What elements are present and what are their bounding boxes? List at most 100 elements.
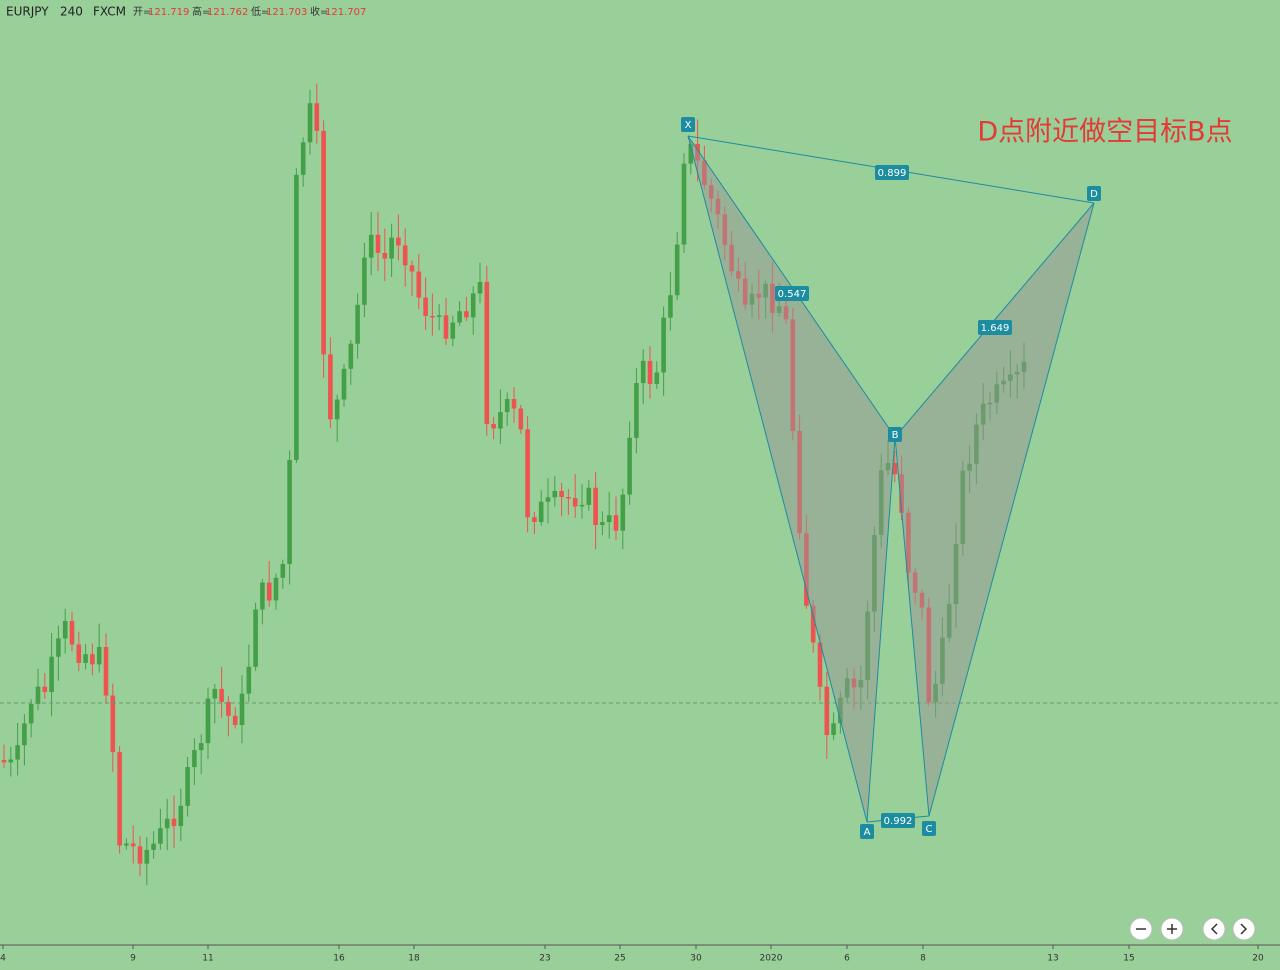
ohlc-value: 121.719: [148, 7, 189, 18]
candle-body: [532, 517, 537, 523]
candle-body: [538, 501, 544, 523]
candle-body: [22, 723, 27, 746]
candle-body: [15, 745, 20, 760]
candle-body: [572, 498, 578, 507]
candle-body: [151, 843, 156, 850]
point-box: [1087, 186, 1101, 201]
ohlc-value: 121.762: [207, 7, 248, 18]
candle-body: [171, 818, 177, 827]
candle-body: [164, 818, 170, 829]
ratio-box: [875, 165, 909, 180]
exchange: FXCM: [93, 5, 126, 19]
candle-body: [328, 354, 333, 420]
point-label: D: [1090, 189, 1098, 200]
candle-body: [477, 281, 483, 294]
candle-body: [409, 265, 415, 272]
candle-body: [69, 620, 75, 645]
candle-body: [552, 490, 558, 498]
candle-body: [654, 372, 660, 384]
candle-body: [348, 343, 354, 369]
candle-body: [600, 522, 605, 525]
candle-body: [110, 695, 116, 753]
candle-body: [212, 688, 218, 699]
bcd-triangle: [894, 202, 1095, 817]
candle-body: [294, 174, 299, 460]
x-tick-label: 16: [333, 954, 345, 964]
candle-body: [300, 142, 306, 175]
candle-body: [362, 257, 367, 305]
candle-body: [185, 767, 190, 806]
ratio-label: 1.649: [981, 323, 1010, 334]
candle-body: [464, 311, 469, 318]
point-label: X: [685, 120, 692, 131]
candle-body: [831, 723, 836, 735]
candle-body: [484, 281, 490, 425]
point-label: A: [864, 827, 871, 838]
candle-body: [90, 654, 95, 665]
xab-triangle: [687, 135, 896, 823]
candle-body: [260, 582, 265, 610]
ratio-label: 0.547: [778, 289, 807, 300]
x-tick-label: 15: [1123, 954, 1134, 964]
candle-body: [613, 515, 619, 531]
x-axis: 4 9 11 16 18 23 25 30 2020 6 8 13 15 20: [0, 945, 1264, 964]
x-tick-label: 6: [844, 954, 850, 964]
candle-body: [566, 497, 571, 499]
ratio-box: [775, 286, 809, 301]
candle-body: [35, 686, 41, 704]
ratio-label: 0.899: [878, 168, 907, 179]
candle-body: [688, 143, 694, 164]
candle-body: [49, 656, 54, 692]
candle-body: [450, 322, 456, 339]
x-tick-label: 20: [1252, 954, 1264, 964]
ratio-box: [978, 320, 1012, 335]
candle-body: [511, 399, 517, 409]
candle-body: [892, 462, 898, 475]
candle-body: [436, 315, 442, 317]
x-tick-label: 2020: [760, 954, 783, 964]
candle-body: [504, 399, 510, 413]
scroll-right-button[interactable]: [1232, 917, 1256, 941]
candle-body: [355, 304, 360, 344]
candle-body: [668, 295, 673, 318]
candle-body: [491, 424, 496, 429]
candle-body: [586, 487, 592, 505]
candle-body: [28, 703, 34, 724]
candle-body: [606, 515, 612, 523]
zoom-out-button[interactable]: [1129, 917, 1153, 941]
candle-body: [681, 163, 687, 245]
ohlc-label: 开=: [133, 7, 151, 18]
candle-body: [205, 698, 211, 744]
candle-body: [239, 693, 245, 725]
candle-body: [321, 130, 326, 355]
zoom-in-button[interactable]: [1160, 917, 1184, 941]
candle-body: [375, 234, 381, 253]
candle-body: [341, 368, 347, 400]
x-tick-label: 18: [408, 954, 420, 964]
candle-body: [810, 605, 816, 643]
x-tick-label: 13: [1047, 954, 1058, 964]
point-box: [681, 117, 695, 132]
candle-body: [382, 252, 388, 259]
ratio-label: 0.992: [884, 816, 913, 827]
scroll-left-button[interactable]: [1202, 917, 1226, 941]
candle-body: [219, 688, 224, 702]
ohlc-label: 低=: [251, 5, 269, 18]
candle-body: [42, 686, 48, 692]
candle-body: [273, 577, 279, 601]
candle-body: [423, 297, 428, 316]
candle-body: [83, 654, 88, 663]
candle-body: [192, 750, 197, 768]
candle-body: [389, 237, 394, 259]
candle-body: [579, 504, 585, 507]
candle-body: [647, 360, 653, 384]
x-tick-label: 8: [920, 954, 926, 964]
candle-body: [96, 646, 102, 665]
x-tick-label: 23: [539, 954, 550, 964]
candle-body: [368, 234, 374, 258]
ratio-box: [881, 813, 915, 828]
ohlc-label: 收=: [310, 5, 328, 18]
candle-body: [620, 494, 626, 531]
point-label: C: [926, 824, 933, 835]
